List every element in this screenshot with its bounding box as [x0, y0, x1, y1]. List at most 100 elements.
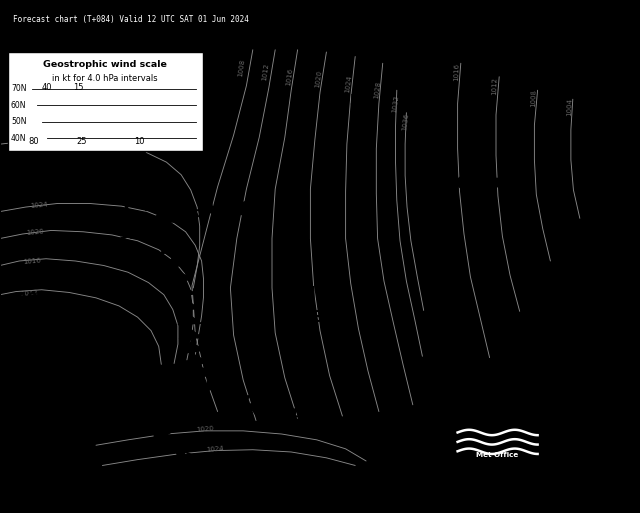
Text: 1024: 1024 — [344, 74, 353, 93]
Polygon shape — [169, 271, 192, 282]
Polygon shape — [168, 211, 184, 223]
Polygon shape — [145, 200, 168, 211]
Polygon shape — [233, 201, 248, 215]
Polygon shape — [123, 399, 143, 411]
Polygon shape — [232, 396, 250, 409]
Polygon shape — [220, 200, 230, 212]
Polygon shape — [436, 248, 460, 259]
Polygon shape — [488, 179, 502, 192]
Polygon shape — [182, 342, 205, 353]
Polygon shape — [200, 200, 214, 214]
Polygon shape — [160, 243, 183, 254]
Text: 1016: 1016 — [454, 63, 460, 82]
Text: 1003: 1003 — [440, 433, 482, 448]
Text: H: H — [33, 267, 50, 286]
Polygon shape — [134, 157, 157, 168]
Polygon shape — [176, 300, 199, 310]
Text: 1004: 1004 — [566, 98, 573, 116]
Text: 1010: 1010 — [516, 81, 559, 95]
Text: 1021: 1021 — [587, 119, 629, 134]
Text: metoffice.gov.uk
© Crown Copyright: metoffice.gov.uk © Crown Copyright — [545, 427, 627, 447]
Polygon shape — [150, 214, 173, 225]
Polygon shape — [137, 170, 160, 182]
Text: L: L — [163, 106, 176, 125]
Polygon shape — [441, 180, 456, 193]
Polygon shape — [186, 205, 198, 217]
Polygon shape — [419, 208, 441, 220]
Text: 1016: 1016 — [285, 67, 294, 86]
Text: 1024: 1024 — [29, 201, 47, 209]
Text: 1020: 1020 — [196, 426, 214, 433]
Text: 50N: 50N — [11, 117, 26, 126]
Text: 25: 25 — [76, 137, 86, 146]
Polygon shape — [156, 228, 177, 240]
Polygon shape — [154, 430, 172, 443]
Polygon shape — [502, 184, 518, 197]
Polygon shape — [457, 175, 469, 189]
Text: 1012: 1012 — [261, 63, 270, 82]
Polygon shape — [248, 401, 266, 416]
Polygon shape — [188, 356, 209, 367]
Polygon shape — [281, 408, 297, 424]
Text: 1024: 1024 — [205, 445, 223, 452]
Polygon shape — [502, 184, 518, 197]
Polygon shape — [156, 130, 172, 143]
Text: in kt for 4.0 hPa intervals: in kt for 4.0 hPa intervals — [52, 73, 158, 83]
Text: L: L — [330, 69, 342, 88]
Polygon shape — [178, 314, 201, 325]
Text: 1008: 1008 — [530, 89, 536, 107]
Text: 1034: 1034 — [292, 310, 335, 325]
Polygon shape — [179, 329, 202, 339]
Text: L: L — [518, 56, 531, 75]
Polygon shape — [114, 386, 136, 398]
Polygon shape — [175, 446, 193, 459]
Text: L: L — [451, 409, 464, 428]
Polygon shape — [143, 139, 161, 150]
Polygon shape — [207, 379, 225, 391]
Polygon shape — [432, 234, 454, 246]
Polygon shape — [173, 286, 196, 297]
Text: H: H — [596, 94, 613, 113]
Polygon shape — [185, 123, 196, 137]
Text: L: L — [125, 393, 138, 412]
Text: H: H — [299, 285, 316, 304]
Polygon shape — [426, 188, 444, 201]
Polygon shape — [143, 421, 161, 433]
Polygon shape — [169, 271, 192, 282]
Text: 40N: 40N — [11, 134, 26, 143]
Text: 10: 10 — [134, 137, 144, 146]
Text: 1020: 1020 — [26, 228, 44, 235]
Text: Met Office: Met Office — [476, 452, 519, 458]
Text: 1012: 1012 — [113, 418, 156, 432]
Text: 80: 80 — [28, 137, 38, 146]
Text: 1012: 1012 — [20, 289, 38, 297]
Polygon shape — [164, 257, 188, 268]
Text: 15: 15 — [73, 84, 83, 92]
Text: L: L — [122, 202, 134, 221]
Text: 1015: 1015 — [318, 94, 360, 109]
Text: Geostrophic wind scale: Geostrophic wind scale — [44, 60, 167, 69]
Text: 1007: 1007 — [411, 209, 453, 224]
Text: 1036: 1036 — [401, 112, 410, 131]
Text: Forecast chart (T+084) Valid 12 UTC SAT 01 Jun 2024: Forecast chart (T+084) Valid 12 UTC SAT … — [13, 15, 249, 25]
Bar — [8, 52, 203, 151]
Text: 60N: 60N — [11, 101, 26, 110]
Text: 1012: 1012 — [492, 77, 498, 95]
Polygon shape — [108, 373, 129, 385]
Polygon shape — [426, 221, 447, 233]
Text: 40: 40 — [42, 84, 52, 92]
Text: 1008: 1008 — [237, 58, 246, 77]
Text: 1020: 1020 — [314, 70, 323, 88]
Text: 998: 998 — [118, 227, 150, 242]
Polygon shape — [440, 261, 463, 272]
Polygon shape — [218, 389, 237, 401]
Text: 1032: 1032 — [391, 94, 400, 113]
Bar — [454, 421, 541, 463]
Polygon shape — [440, 261, 463, 272]
Text: 1016: 1016 — [23, 257, 41, 265]
Text: 999: 999 — [160, 130, 192, 145]
Text: L: L — [419, 184, 432, 203]
Polygon shape — [132, 410, 152, 423]
Polygon shape — [175, 446, 193, 459]
Polygon shape — [265, 405, 282, 421]
